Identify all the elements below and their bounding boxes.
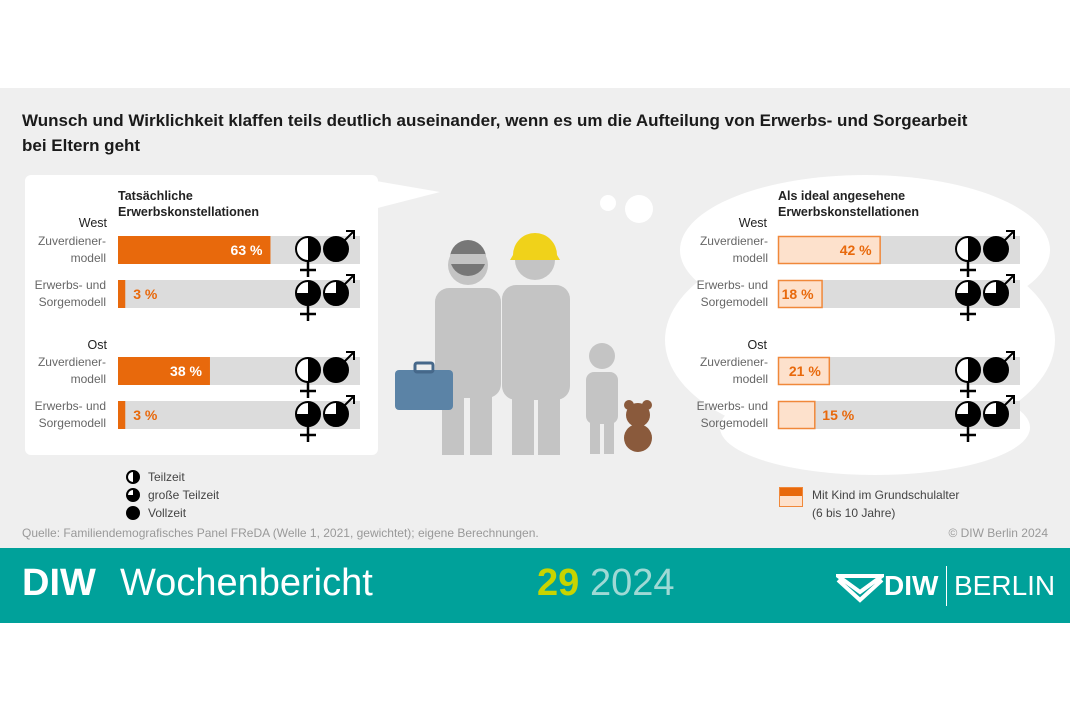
row-label: Zuverdiener-modell (37, 355, 106, 386)
male-icon (323, 230, 355, 262)
row-label: Erwerbs- und Sorgemodell (34, 278, 106, 309)
page-title: Wunsch und Wirklichkeit klaffen teils de… (22, 111, 968, 155)
bar-actual (118, 236, 271, 264)
right-west-label: West (738, 216, 767, 230)
bar-actual (118, 280, 126, 308)
footer-band: DIW Wochenbericht 29 2024 DIW BERLIN (0, 548, 1070, 623)
speech-tail (370, 180, 440, 210)
row-label: Zuverdiener-modell (699, 355, 768, 386)
female-icon (295, 236, 321, 277)
bar-ideal (777, 400, 816, 430)
bar-ideal (777, 356, 831, 386)
row-label: Erwerbs- und Sorgemodell (696, 399, 768, 430)
left-west-label: West (78, 216, 107, 230)
bar-actual (118, 357, 210, 385)
male-icon (983, 274, 1015, 306)
bar-value-label: 63 % (231, 242, 263, 258)
grosse-teilzeit-icon (126, 488, 140, 502)
bar-ideal (777, 279, 823, 309)
male-icon (323, 274, 355, 306)
female-icon (955, 357, 981, 398)
male-icon (983, 230, 1015, 262)
row-label: Zuverdiener-modell (37, 234, 106, 265)
bar-ideal (777, 235, 881, 265)
footer-wochenbericht: Wochenbericht (120, 562, 373, 604)
male-icon (983, 351, 1015, 383)
footer-year: 2024 (590, 562, 675, 604)
female-icon (295, 357, 321, 398)
family-illustration (395, 233, 652, 455)
bar-value-label: 3 % (133, 407, 158, 423)
legend-vollzeit: Vollzeit (148, 506, 187, 520)
copyright: © DIW Berlin 2024 (948, 526, 1048, 540)
legend-grosse-teilzeit: große Teilzeit (148, 488, 220, 502)
row-label: Erwerbs- und Sorgemodell (34, 399, 106, 430)
teddy-bear-icon (624, 400, 652, 452)
row-label: Zuverdiener-modell (699, 234, 768, 265)
male-icon (323, 395, 355, 427)
left-ost-label: Ost (87, 338, 107, 352)
bar-actual (118, 401, 126, 429)
legend-labels: Teilzeit große Teilzeit Vollzeit (148, 468, 219, 522)
footer-diw: DIW (22, 562, 96, 604)
male-icon (983, 395, 1015, 427)
female-icon (295, 401, 321, 442)
right-ost-label: Ost (747, 338, 767, 352)
female-icon (955, 280, 981, 321)
legend-kind-label: Mit Kind im Grundschulalter (6 bis 10 Jah… (812, 488, 960, 520)
bar-value-label: 3 % (133, 286, 158, 302)
male-icon (323, 351, 355, 383)
legend-kind-swatch (779, 487, 803, 507)
row-label: Erwerbs- und Sorgemodell (696, 278, 768, 309)
hardhat-icon (510, 233, 560, 260)
bar-value-label: 15 % (822, 407, 854, 423)
logo-berlin: BERLIN (954, 570, 1056, 601)
vollzeit-icon (126, 506, 140, 520)
teilzeit-icon (126, 470, 140, 484)
logo-diw: DIW (884, 570, 939, 601)
bar-value-label: 38 % (170, 363, 202, 379)
source-note: Quelle: Familiendemografisches Panel FRe… (22, 526, 539, 540)
bar-value-label: 18 % (782, 286, 814, 302)
briefcase-icon (395, 370, 453, 410)
female-icon (955, 401, 981, 442)
diw-logo-icon (836, 574, 884, 603)
legend-teilzeit: Teilzeit (148, 470, 185, 484)
female-icon (295, 280, 321, 321)
footer-issue: 29 (537, 562, 580, 604)
right-chart-title: Als ideal angesehene Erwerbskonstellation… (778, 189, 920, 219)
legend-icons (126, 470, 140, 520)
left-chart-title: Tatsächliche Erwerbskonstellationen (118, 189, 260, 219)
bar-value-label: 21 % (789, 363, 821, 379)
bar-value-label: 42 % (840, 242, 872, 258)
female-icon (955, 236, 981, 277)
